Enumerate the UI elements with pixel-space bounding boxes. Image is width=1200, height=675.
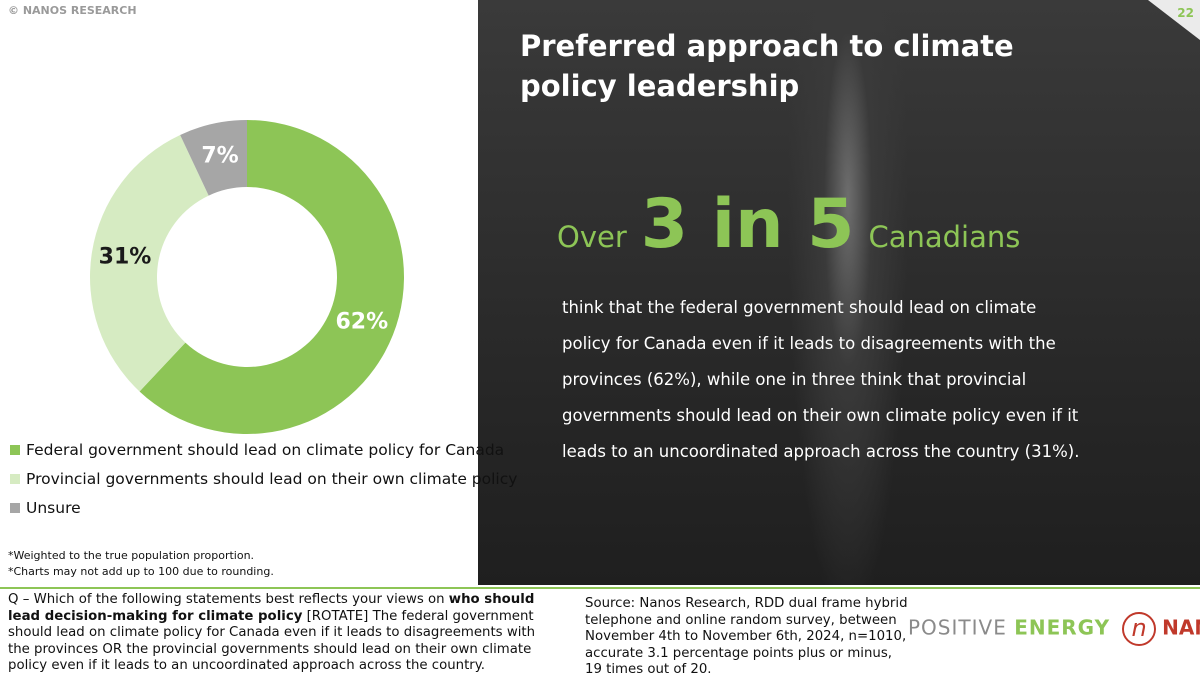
legend-item: Provincial governments should lead on th… bbox=[10, 470, 517, 488]
footnote: *Charts may not add up to 100 due to rou… bbox=[8, 565, 274, 578]
logo-mark: n bbox=[1122, 612, 1157, 646]
legend-swatch bbox=[10, 474, 20, 484]
headline-pre: Over bbox=[557, 220, 627, 254]
legend-item: Federal government should lead on climat… bbox=[10, 441, 504, 459]
body-line: think that the federal government should… bbox=[562, 298, 1037, 317]
tagline-a: POSITIVE bbox=[908, 615, 1015, 640]
question-bold: who should lead decision-making for clim… bbox=[8, 592, 535, 624]
tagline-b: ENERGY bbox=[1014, 615, 1111, 640]
brand: © NANOS RESEARCH bbox=[8, 4, 137, 17]
data-label: 31% bbox=[99, 245, 152, 270]
title: Preferred approach to climate policy lea… bbox=[520, 29, 1014, 103]
footnotes: *Weighted to the true population proport… bbox=[8, 548, 274, 580]
body-line: policy for Canada even if it leads to di… bbox=[562, 334, 1056, 353]
footnote: *Weighted to the true population proport… bbox=[8, 549, 255, 562]
body-text: think that the federal government should… bbox=[562, 290, 1079, 470]
legend-label: Federal government should lead on climat… bbox=[26, 441, 505, 459]
source: Source: Nanos Research, RDD dual frame h… bbox=[585, 596, 908, 675]
dark-panel bbox=[478, 0, 1200, 585]
divider bbox=[0, 587, 1200, 589]
question-post: [ROTATE] The federal government should l… bbox=[8, 608, 536, 674]
data-label: 7% bbox=[201, 143, 238, 168]
donut-slice bbox=[180, 120, 247, 196]
legend-label: Provincial governments should lead on th… bbox=[26, 470, 518, 488]
body-line: governments should lead on their own cli… bbox=[562, 406, 1079, 425]
corner bbox=[1148, 0, 1200, 40]
legend-swatch bbox=[10, 445, 20, 455]
data-label: 62% bbox=[335, 309, 388, 334]
chart: 62% 31% 7% bbox=[89, 120, 404, 434]
legend-item: Unsure bbox=[10, 499, 81, 517]
corner-shape bbox=[1148, 0, 1200, 40]
body-line: leads to an uncoordinated approach acros… bbox=[562, 442, 1080, 461]
question: Q – Which of the following statements be… bbox=[8, 592, 548, 675]
headline-big: 3 in 5 bbox=[640, 185, 855, 264]
logo: POSITIVE ENERGY nNANOS bbox=[908, 612, 1200, 646]
headline: Over 3 in 5 Canadians bbox=[557, 185, 1020, 264]
logo-name: NANOS bbox=[1162, 615, 1200, 640]
donut-slice bbox=[139, 120, 404, 434]
page-number: 22 bbox=[1177, 6, 1194, 20]
body-line: provinces (62%), while one in three thin… bbox=[562, 370, 1027, 389]
headline-post: Canadians bbox=[868, 220, 1021, 254]
legend-swatch bbox=[10, 503, 20, 513]
question-pre: Q – Which of the following statements be… bbox=[8, 592, 449, 607]
donut-slice bbox=[89, 134, 209, 392]
legend-label: Unsure bbox=[26, 499, 81, 517]
